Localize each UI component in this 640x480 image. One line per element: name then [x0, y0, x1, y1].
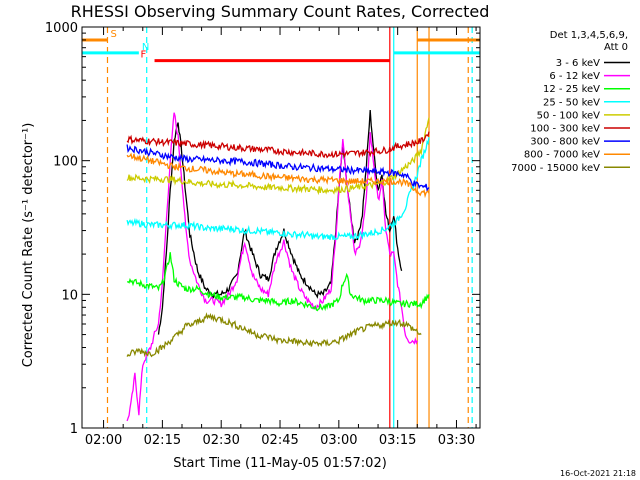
legend-entry-label: 50 - 100 keV — [537, 110, 601, 121]
x-tick-label: 02:45 — [261, 433, 298, 448]
y-tick-label: 100 — [53, 155, 78, 170]
legend-header-line: Att 0 — [604, 42, 628, 53]
x-tick-label: 02:15 — [144, 433, 181, 448]
legend-entry-label: 300 - 800 keV — [530, 137, 600, 148]
series-line-1 — [126, 112, 418, 422]
legend-entry-label: 7000 - 15000 keV — [511, 163, 600, 174]
chart-title: RHESSI Observing Summary Count Rates, Co… — [71, 2, 490, 21]
status-flag-lines: S NF — [82, 29, 480, 63]
y-tick-label: 1 — [70, 422, 78, 437]
legend-entry-label: 800 - 7000 keV — [524, 150, 600, 161]
x-tick-label: 03:30 — [438, 433, 475, 448]
series-line-3 — [126, 136, 430, 241]
legend-entry-label: 100 - 300 keV — [530, 124, 600, 135]
series-lines — [126, 110, 430, 422]
series-line-6 — [126, 144, 430, 193]
legend-entry-label: 3 - 6 keV — [556, 58, 600, 69]
series-line-2 — [126, 252, 430, 312]
legend-header-line: Det 1,3,4,5,6,9, — [550, 30, 628, 41]
x-tick-label: 03:15 — [379, 433, 416, 448]
status-label-n: N — [142, 42, 149, 53]
y-tick-label: 10 — [61, 288, 78, 303]
footer-timestamp: 16-Oct-2021 21:18 — [560, 469, 636, 478]
vertical-markers — [106, 27, 473, 428]
status-label-f: F — [141, 50, 147, 61]
x-axis-label: Start Time (11-May-05 01:57:02) — [173, 456, 387, 471]
x-tick-label: 02:00 — [85, 433, 122, 448]
series-line-0 — [157, 110, 403, 335]
x-tick-label: 02:30 — [202, 433, 239, 448]
x-tick-label: 03:00 — [320, 433, 357, 448]
plot-frame — [81, 26, 481, 429]
series-line-7 — [126, 152, 430, 199]
legend-entry-label: 12 - 25 keV — [543, 84, 600, 95]
status-label-s: S — [110, 29, 116, 40]
y-tick-label: 1000 — [45, 21, 78, 36]
y-axis-label: Corrected Count Rate (s⁻¹ detector⁻¹) — [21, 123, 36, 368]
series-line-8 — [126, 312, 422, 358]
legend-entry-label: 25 - 50 keV — [543, 97, 600, 108]
legend: Det 1,3,4,5,6,9,Att 0 3 - 6 keV 6 - 12 keV… — [511, 30, 630, 174]
series-line-5 — [126, 131, 430, 159]
axes: 02:00 02:15 02:30 02:45 03:00 03:15 03:30 1 10 10… — [45, 21, 480, 448]
legend-entry-label: 6 - 12 keV — [549, 71, 600, 82]
